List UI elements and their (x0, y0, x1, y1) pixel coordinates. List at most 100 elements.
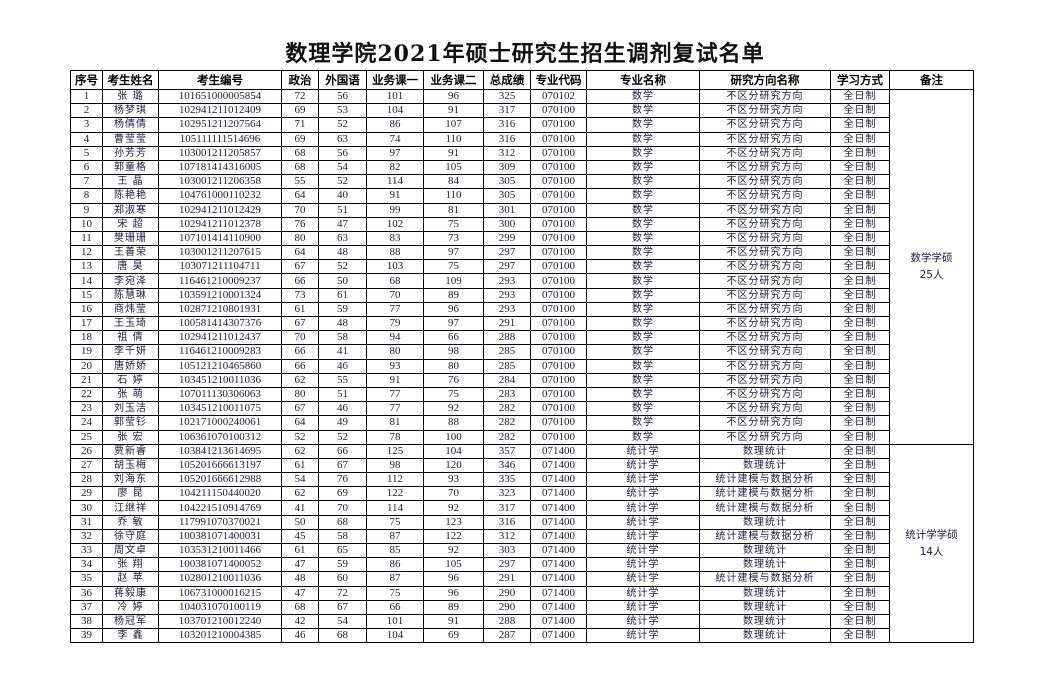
cell-name: 徐守庭 (102, 528, 159, 545)
table-row: 28 刘海东 105201666612988 54 76 112 93 335 071400 统计… (70, 472, 974, 488)
cell-index: 38 (70, 613, 103, 630)
cell-politics: 66 (281, 358, 319, 374)
cell-major-code: 071400 (530, 443, 587, 459)
cell-name: 刘海东 (102, 472, 159, 488)
cell-subject-1: 101 (366, 88, 424, 105)
cell-major-name: 数学 (586, 315, 700, 332)
cell-foreign-language: 59 (318, 301, 367, 318)
header-col-politics: 政治 (281, 70, 319, 90)
cell-total: 290 (483, 599, 531, 615)
cell-total: 312 (483, 145, 531, 161)
cell-major-code: 070100 (530, 188, 587, 204)
table-row: 30 江继祥 104221510914769 41 70 114 92 317 071400 统计… (70, 500, 974, 516)
cell-major-code: 070100 (530, 330, 587, 346)
cell-remarks: 统计学学硕 14人 (889, 443, 974, 644)
cell-major-name: 数学 (586, 245, 700, 261)
cell-study-mode: 全日制 (830, 174, 890, 190)
remark-group-count: 25人 (919, 268, 944, 281)
cell-subject-2: 93 (423, 472, 484, 488)
cell-index: 23 (70, 401, 103, 417)
cell-politics: 41 (281, 500, 319, 516)
cell-research-direction: 不区分研究方向 (699, 131, 831, 147)
table-row: 27 胡玉梅 105201666613197 61 67 98 120 346 071400 统计… (70, 457, 974, 474)
cell-major-code: 070100 (530, 301, 587, 318)
cell-subject-2: 100 (423, 429, 484, 445)
cell-total: 297 (483, 259, 531, 275)
cell-study-mode: 全日制 (830, 315, 890, 332)
cell-total: 293 (483, 287, 531, 303)
cell-subject-1: 83 (366, 230, 424, 247)
cell-total: 285 (483, 358, 531, 374)
table-row: 2 杨梦琪 102941211012409 69 53 104 91 317 070100 数学不… (70, 103, 974, 119)
cell-candidate-id: 100581414307376 (158, 315, 282, 332)
cell-total: 293 (483, 273, 531, 289)
cell-study-mode: 全日制 (830, 386, 890, 403)
cell-name: 商炜莹 (102, 301, 159, 318)
cell-research-direction: 不区分研究方向 (699, 230, 831, 247)
cell-research-direction: 不区分研究方向 (699, 344, 831, 360)
cell-major-name: 数学 (586, 202, 700, 218)
cell-major-code: 070102 (530, 88, 587, 105)
cell-research-direction: 不区分研究方向 (699, 259, 831, 275)
table-row: 4 曹莹莹 105111111514696 69 63 74 110 316 070100 数学不… (70, 131, 974, 147)
cell-foreign-language: 58 (318, 330, 367, 346)
cell-subject-2: 91 (423, 613, 484, 630)
cell-major-code: 070100 (530, 245, 587, 261)
cell-politics: 47 (281, 557, 319, 573)
cell-major-code: 070100 (530, 145, 587, 161)
cell-major-name: 统计学 (586, 542, 700, 559)
cell-index: 27 (70, 457, 103, 474)
cell-major-name: 统计学 (586, 528, 700, 545)
table-row: 15 陈慧琳 103591210001324 73 61 70 89 293 070100 数学不… (70, 287, 974, 303)
cell-index: 32 (70, 528, 103, 545)
cell-candidate-id: 116461210009237 (158, 273, 282, 289)
cell-politics: 70 (281, 202, 319, 218)
cell-name: 王善荣 (102, 245, 159, 261)
cell-research-direction: 数理统计 (699, 514, 831, 530)
cell-politics: 69 (281, 131, 319, 147)
cell-candidate-id: 104211150440020 (158, 486, 282, 502)
cell-candidate-id: 104031070100119 (158, 599, 282, 615)
cell-candidate-id: 102941211012378 (158, 216, 282, 232)
cell-major-code: 071400 (530, 472, 587, 488)
cell-name: 唐娇娇 (102, 358, 159, 374)
table-row: 31 乔 敏 117991070370021 50 68 75 123 316 071400 统计… (70, 514, 974, 530)
cell-major-code: 071400 (530, 599, 587, 615)
cell-research-direction: 数理统计 (699, 628, 831, 644)
cell-candidate-id: 105201666612988 (158, 472, 282, 488)
cell-index: 17 (70, 315, 103, 332)
cell-foreign-language: 55 (318, 372, 367, 388)
cell-major-name: 数学 (586, 88, 700, 105)
cell-index: 2 (70, 103, 103, 119)
cell-research-direction: 不区分研究方向 (699, 401, 831, 417)
cell-candidate-id: 103841213614695 (158, 443, 282, 459)
cell-study-mode: 全日制 (830, 202, 890, 218)
cell-politics: 67 (281, 401, 319, 417)
cell-subject-2: 76 (423, 372, 484, 388)
cell-politics: 54 (281, 472, 319, 488)
cell-politics: 61 (281, 301, 319, 318)
cell-study-mode: 全日制 (830, 571, 890, 587)
cell-foreign-language: 68 (318, 628, 367, 644)
cell-candidate-id: 102871210801931 (158, 301, 282, 318)
cell-politics: 68 (281, 145, 319, 161)
cell-subject-2: 96 (423, 585, 484, 601)
cell-study-mode: 全日制 (830, 159, 890, 176)
cell-major-code: 071400 (530, 585, 587, 601)
cell-name: 郑淑寒 (102, 202, 159, 218)
cell-research-direction: 不区分研究方向 (699, 245, 831, 261)
cell-foreign-language: 47 (318, 216, 367, 232)
cell-foreign-language: 46 (318, 358, 367, 374)
cell-index: 5 (70, 145, 103, 161)
cell-subject-2: 91 (423, 103, 484, 119)
cell-subject-1: 88 (366, 245, 424, 261)
cell-index: 8 (70, 188, 103, 204)
cell-total: 317 (483, 500, 531, 516)
table-row: 33 周文卓 103531210011466 61 65 85 92 303 071400 统计学… (70, 542, 974, 559)
cell-subject-1: 75 (366, 514, 424, 530)
cell-subject-1: 94 (366, 330, 424, 346)
table-row: 17 王玉琦 100581414307376 67 48 79 97 291 070100 数学不… (70, 315, 974, 332)
cell-study-mode: 全日制 (830, 117, 890, 133)
cell-study-mode: 全日制 (830, 542, 890, 559)
cell-candidate-id: 102941211012437 (158, 330, 282, 346)
